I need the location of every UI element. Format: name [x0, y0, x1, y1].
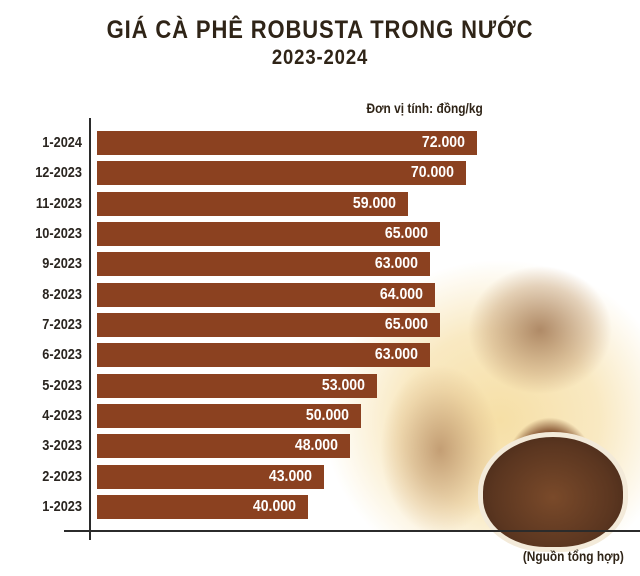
bar: 64.000: [97, 282, 435, 307]
bar-row: 8-2023 64.000: [0, 282, 640, 307]
unit-label: Đơn vị tính: đồng/kg: [366, 100, 483, 116]
value-label: 70.000: [410, 164, 454, 182]
bar-row: 4-2023 50.000: [0, 403, 640, 428]
bar: 63.000: [97, 252, 430, 277]
bar: 50.000: [97, 403, 361, 428]
category-label: 4-2023: [42, 406, 82, 424]
category-label: 2-2023: [42, 467, 82, 485]
category-label: 3-2023: [42, 437, 82, 455]
bar-row: 6-2023 63.000: [0, 343, 640, 368]
source-note: (Nguồn tổng hợp): [523, 548, 624, 564]
value-label: 50.000: [305, 406, 349, 424]
chart-subtitle-years: 2023-2024: [271, 46, 369, 69]
bar-row: 5-2023 53.000: [0, 373, 640, 398]
value-label: 65.000: [384, 315, 428, 333]
value-label: 63.000: [374, 255, 418, 273]
x-axis-line: [64, 530, 640, 532]
value-label: 59.000: [352, 194, 396, 212]
category-label: 1-2024: [42, 134, 82, 151]
value-label: 43.000: [268, 467, 312, 485]
value-label: 53.000: [321, 376, 365, 394]
value-label: 65.000: [384, 224, 428, 242]
bar: 65.000: [97, 312, 440, 337]
category-label: 6-2023: [42, 346, 82, 364]
bar-row: 1-2023 40.000: [0, 494, 640, 519]
category-label: 5-2023: [42, 376, 82, 394]
bar: 40.000: [97, 494, 308, 519]
category-label: 11-2023: [35, 194, 82, 212]
category-label: 7-2023: [42, 315, 82, 333]
bar: 65.000: [97, 221, 440, 246]
bar: 53.000: [97, 373, 377, 398]
bar: 72.000: [97, 131, 477, 155]
value-label: 63.000: [374, 346, 418, 364]
bar-row: 1-2024 72.000: [0, 131, 640, 155]
bar: 63.000: [97, 343, 430, 368]
category-label: 12-2023: [35, 164, 82, 182]
bar-row: 7-2023 65.000: [0, 312, 640, 337]
category-label: 10-2023: [35, 224, 82, 242]
bar: 43.000: [97, 464, 324, 489]
value-label: 40.000: [252, 497, 296, 515]
bar-row: 10-2023 65.000: [0, 221, 640, 246]
bar: 59.000: [97, 191, 408, 216]
category-label: 9-2023: [42, 255, 82, 273]
category-label: 1-2023: [42, 497, 82, 515]
coffee-cup-image: [478, 432, 628, 552]
chart-title: GIÁ CÀ PHÊ ROBUSTA TRONG NƯỚC: [106, 16, 534, 44]
bar-row: 11-2023 59.000: [0, 191, 640, 216]
value-label: 64.000: [379, 285, 423, 303]
bar: 70.000: [97, 161, 466, 186]
y-axis-line: [89, 118, 91, 540]
value-label: 72.000: [421, 134, 465, 151]
value-label: 48.000: [294, 437, 338, 455]
bar-row: 2-2023 43.000: [0, 464, 640, 489]
category-label: 8-2023: [42, 285, 82, 303]
bar-row: 9-2023 63.000: [0, 252, 640, 277]
bar: 48.000: [97, 434, 350, 459]
bar-row: 3-2023 48.000: [0, 434, 640, 459]
bar-row: 12-2023 70.000: [0, 161, 640, 186]
